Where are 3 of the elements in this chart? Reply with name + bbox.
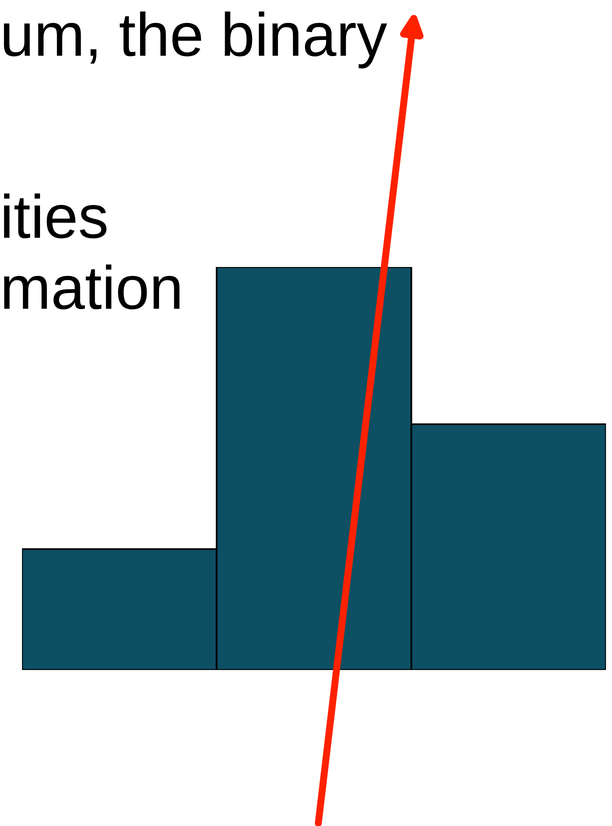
text: um, the binary [4,12,388,68]
annotation: mation [4,264,180,310]
text: ities [4,194,106,238]
